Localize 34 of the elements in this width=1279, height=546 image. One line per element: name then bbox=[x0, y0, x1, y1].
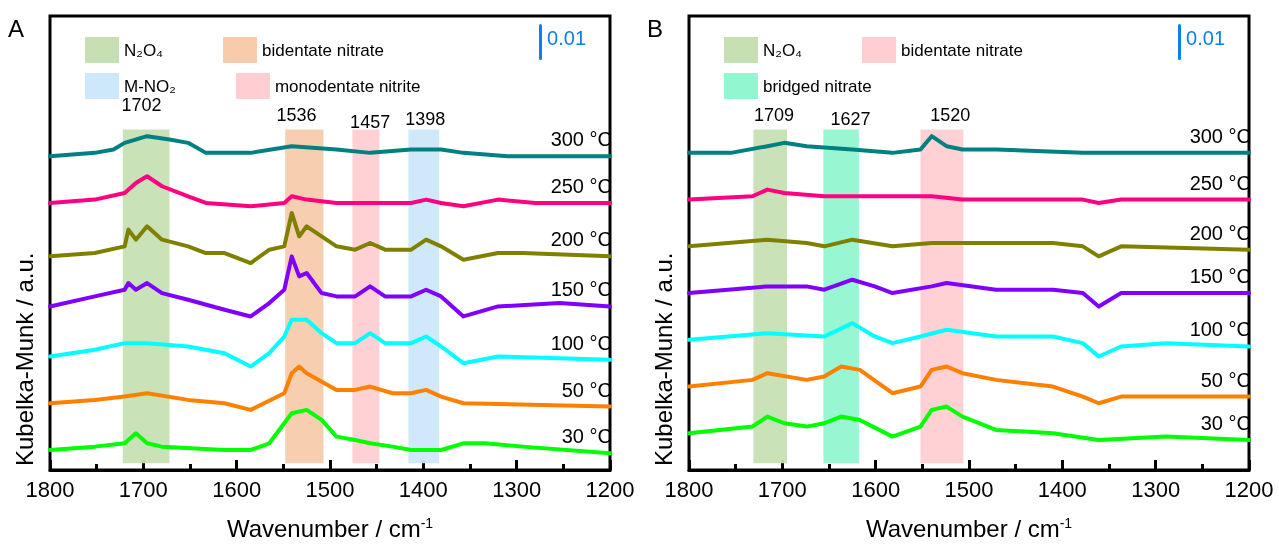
annotation: 1398 bbox=[405, 108, 446, 129]
legend-label: M-NO₂ bbox=[124, 76, 176, 96]
x-tick-label: 1700 bbox=[757, 476, 807, 502]
x-tick-label: 1300 bbox=[1131, 476, 1181, 502]
annotation: 1702 bbox=[121, 95, 162, 116]
legend-label: bidentate nitrate bbox=[901, 40, 1023, 60]
text: 0.01 bbox=[547, 27, 587, 49]
annotation: 1536 bbox=[276, 105, 317, 126]
x-tick-label: 1300 bbox=[492, 476, 542, 502]
x-tick-label: 1600 bbox=[851, 476, 901, 502]
y-axis-title: Kubelka-Munk / a.u. bbox=[649, 252, 677, 466]
x-tick-label: 1500 bbox=[944, 476, 994, 502]
legend-label: bidentate nitrate bbox=[262, 40, 384, 60]
annotation: 1709 bbox=[753, 105, 794, 126]
text: 0.01 bbox=[1186, 27, 1226, 49]
annotation: 1520 bbox=[930, 105, 971, 126]
x-tick-label: 1500 bbox=[305, 476, 355, 502]
x-tick-label: 1600 bbox=[212, 476, 262, 502]
x-tick-label: 1400 bbox=[398, 476, 448, 502]
x-tick-label: 1400 bbox=[1037, 476, 1087, 502]
x-tick-label: 1200 bbox=[1224, 476, 1274, 502]
chart-title: B bbox=[647, 14, 664, 42]
x-tick-label: 1200 bbox=[585, 476, 635, 502]
legend-label: N₂O₄ bbox=[124, 40, 164, 60]
annotation: 1457 bbox=[350, 111, 391, 132]
chart-title: A bbox=[8, 14, 25, 42]
x-tick-label: 1800 bbox=[664, 476, 714, 502]
annotation: 1627 bbox=[830, 108, 871, 129]
legend-label: monodentate nitrite bbox=[274, 76, 421, 96]
legend-label: N₂O₄ bbox=[763, 40, 803, 60]
y-axis-title: Kubelka-Munk / a.u. bbox=[10, 252, 38, 466]
legend-label: bridged nitrate bbox=[763, 76, 872, 96]
x-tick-label: 1700 bbox=[118, 476, 168, 502]
x-tick-label: 1800 bbox=[25, 476, 75, 502]
